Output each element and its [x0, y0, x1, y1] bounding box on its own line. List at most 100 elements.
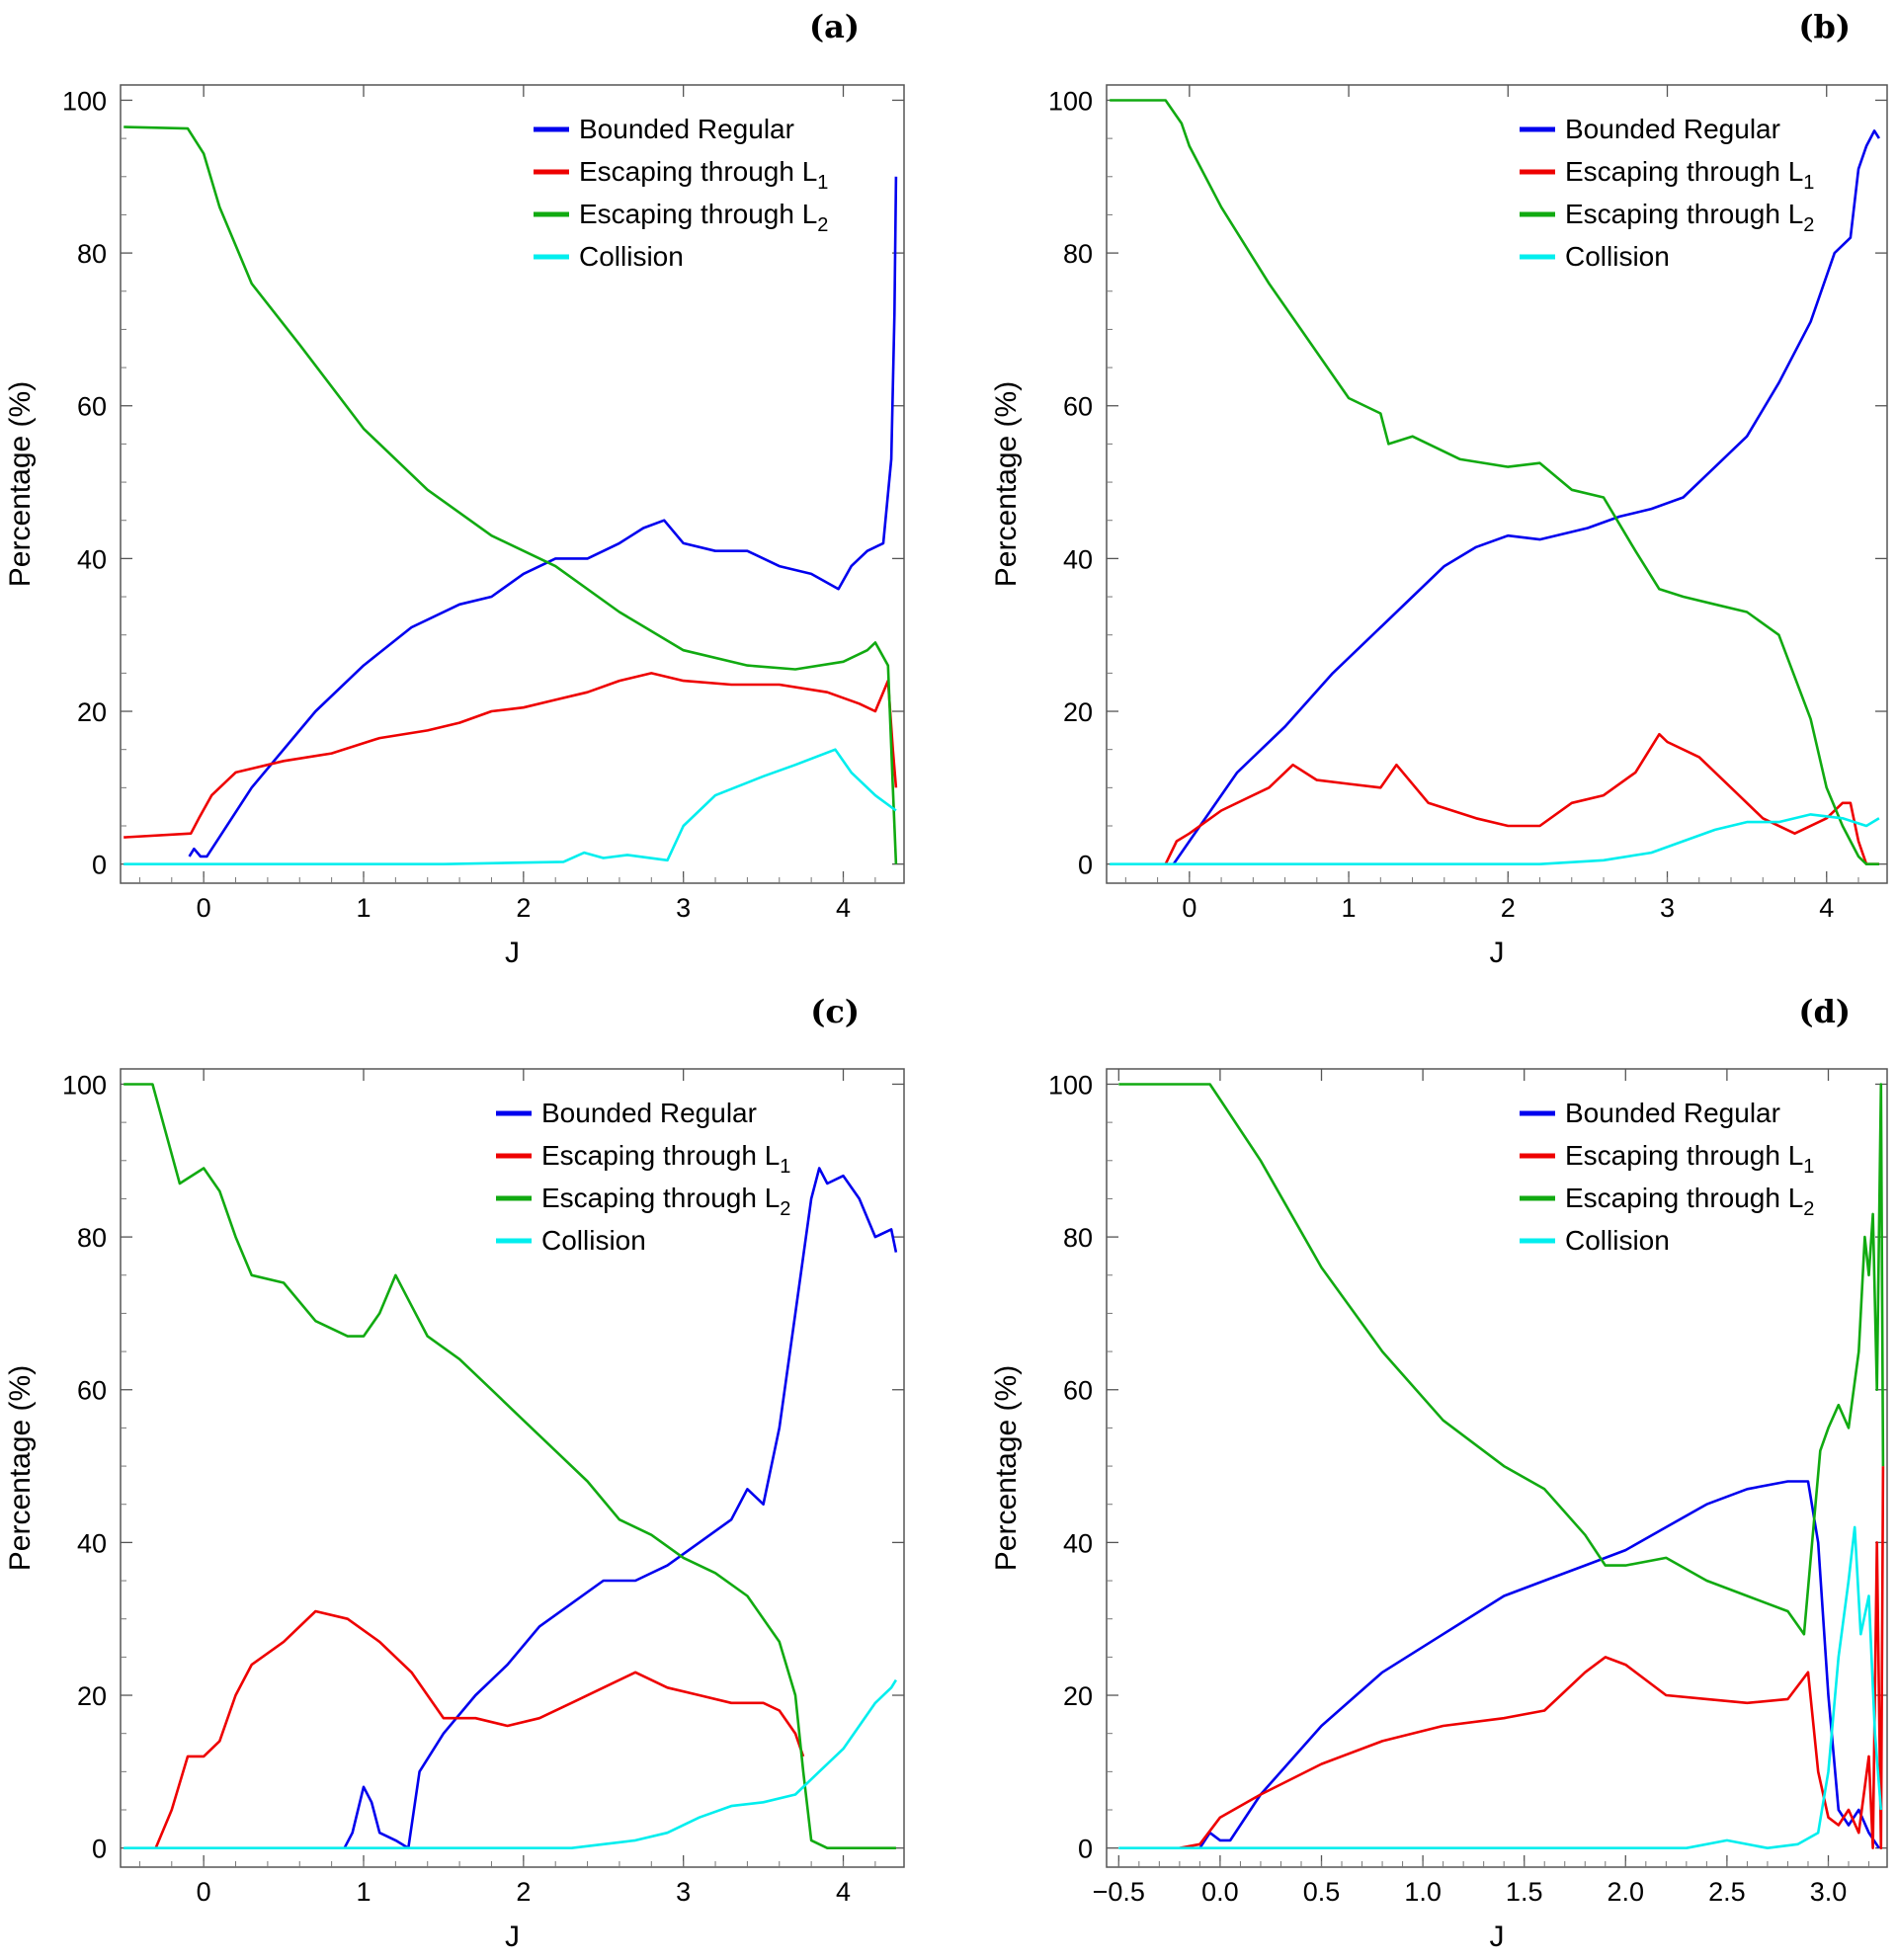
- x-tick-label: 0: [197, 893, 211, 923]
- legend-entry: Bounded Regular: [1565, 1098, 1780, 1128]
- y-axis-title: Percentage (%): [990, 1365, 1023, 1571]
- x-axis-title: J: [505, 1920, 520, 1953]
- y-tick-label: 60: [1063, 392, 1093, 422]
- y-tick-label: 40: [1063, 544, 1093, 574]
- legend-entry: Bounded Regular: [541, 1098, 757, 1128]
- series-line-escaping-through-l2: [1110, 99, 1879, 866]
- x-tick-label: 2.5: [1708, 1877, 1746, 1907]
- y-tick-label: 80: [77, 239, 107, 269]
- x-tick-label: 0.0: [1201, 1877, 1239, 1907]
- x-tick-label: 4: [836, 893, 851, 923]
- panel-label: (c): [810, 993, 860, 1030]
- legend-entry: Collision: [1565, 241, 1670, 272]
- legend-entry: Escaping through L2: [541, 1183, 790, 1220]
- y-tick-label: 20: [1063, 1681, 1093, 1711]
- x-tick-label: 4: [1819, 893, 1834, 923]
- plot-frame: [120, 84, 905, 884]
- x-tick-label: −0.5: [1093, 1877, 1145, 1907]
- y-tick-label: 0: [1078, 1835, 1093, 1864]
- series-line-bounded-regular: [1172, 129, 1881, 865]
- legend-entry: Escaping through L2: [1565, 199, 1814, 236]
- x-tick-label: 4: [836, 1877, 851, 1907]
- legend-entry: Collision: [1565, 1225, 1670, 1256]
- y-tick-label: 60: [77, 1376, 107, 1406]
- series-line-collision: [124, 1678, 898, 1849]
- legend-entry: Escaping through L2: [1565, 1183, 1814, 1220]
- series-line-bounded-regular: [343, 1167, 898, 1849]
- y-tick-label: 100: [62, 86, 107, 116]
- x-tick-label: 2.0: [1608, 1877, 1645, 1907]
- y-tick-label: 40: [1063, 1528, 1093, 1558]
- y-tick-label: 0: [1078, 851, 1093, 880]
- x-tick-label: 1: [356, 893, 371, 923]
- y-tick-label: 40: [77, 1528, 107, 1558]
- y-tick-label: 100: [62, 1070, 107, 1100]
- y-tick-label: 40: [77, 544, 107, 574]
- legend-entry: Bounded Regular: [579, 114, 794, 144]
- x-axis-title: J: [505, 937, 520, 969]
- legend-entry: Escaping through L1: [1565, 156, 1814, 194]
- y-tick-label: 60: [1063, 1376, 1093, 1406]
- plot-frame: [1106, 84, 1888, 884]
- y-tick-label: 100: [1048, 1070, 1093, 1100]
- series-line-collision: [1118, 1525, 1883, 1849]
- series-line-collision: [124, 748, 897, 866]
- x-tick-label: 1: [356, 1877, 371, 1907]
- series-line-escaping-through-l1: [1164, 732, 1879, 866]
- legend-entry: Escaping through L2: [579, 199, 828, 236]
- x-tick-label: 2: [516, 1877, 531, 1907]
- x-tick-label: 3: [676, 893, 691, 923]
- y-tick-label: 20: [77, 697, 107, 727]
- x-tick-label: 3: [676, 1877, 691, 1907]
- x-axis-title: J: [1490, 1920, 1505, 1953]
- x-tick-label: 0.5: [1303, 1877, 1341, 1907]
- legend-entry: Escaping through L1: [1565, 1140, 1814, 1178]
- x-axis-title: J: [1490, 937, 1505, 969]
- x-tick-label: 1.0: [1404, 1877, 1442, 1907]
- x-tick-label: 0: [197, 1877, 211, 1907]
- y-tick-label: 80: [77, 1223, 107, 1253]
- y-tick-label: 80: [1063, 1223, 1093, 1253]
- panel-label: (b): [1798, 8, 1851, 45]
- panel-label: (d): [1798, 993, 1851, 1030]
- y-tick-label: 0: [92, 1835, 107, 1864]
- panel-d: (d) −0.5 0.0 0.5 1.0 1.5 2.0 2.5 3.0 0 20 40 60 80 100…: [990, 993, 1888, 1953]
- x-tick-label: 3.0: [1810, 1877, 1848, 1907]
- x-tick-label: 1.5: [1506, 1877, 1543, 1907]
- plot-frame: [1106, 1068, 1888, 1868]
- y-tick-label: 20: [77, 1681, 107, 1711]
- y-tick-label: 60: [77, 392, 107, 422]
- legend-entry: Collision: [579, 241, 684, 272]
- y-axis-title: Percentage (%): [4, 381, 37, 587]
- y-tick-label: 80: [1063, 239, 1093, 269]
- legend-entry: Bounded Regular: [1565, 114, 1780, 144]
- y-axis-title: Percentage (%): [990, 381, 1023, 587]
- y-tick-label: 0: [92, 851, 107, 880]
- series-line-bounded-regular: [188, 176, 898, 858]
- series-line-escaping-through-l1: [154, 1609, 805, 1849]
- legend-entry: Escaping through L1: [579, 156, 828, 194]
- series-line-escaping-through-l1: [1179, 1466, 1885, 1849]
- y-tick-label: 20: [1063, 697, 1093, 727]
- x-tick-label: 2: [1501, 893, 1516, 923]
- legend-entry: Escaping through L1: [541, 1140, 790, 1178]
- plot-frame: [120, 1068, 905, 1868]
- legend-entry: Collision: [541, 1225, 646, 1256]
- series-line-escaping-through-l2: [1118, 1083, 1885, 1636]
- series-line-escaping-through-l1: [124, 672, 898, 839]
- y-tick-label: 100: [1048, 86, 1093, 116]
- series-line-collision: [1110, 813, 1880, 866]
- x-tick-label: 3: [1660, 893, 1675, 923]
- x-tick-label: 0: [1182, 893, 1196, 923]
- x-tick-label: 1: [1342, 893, 1357, 923]
- panel-label: (a): [809, 8, 860, 45]
- series-line-bounded-regular: [1198, 1480, 1880, 1849]
- series-line-escaping-through-l2: [124, 1083, 896, 1849]
- series-line-escaping-through-l2: [124, 125, 898, 864]
- x-tick-label: 2: [516, 893, 531, 923]
